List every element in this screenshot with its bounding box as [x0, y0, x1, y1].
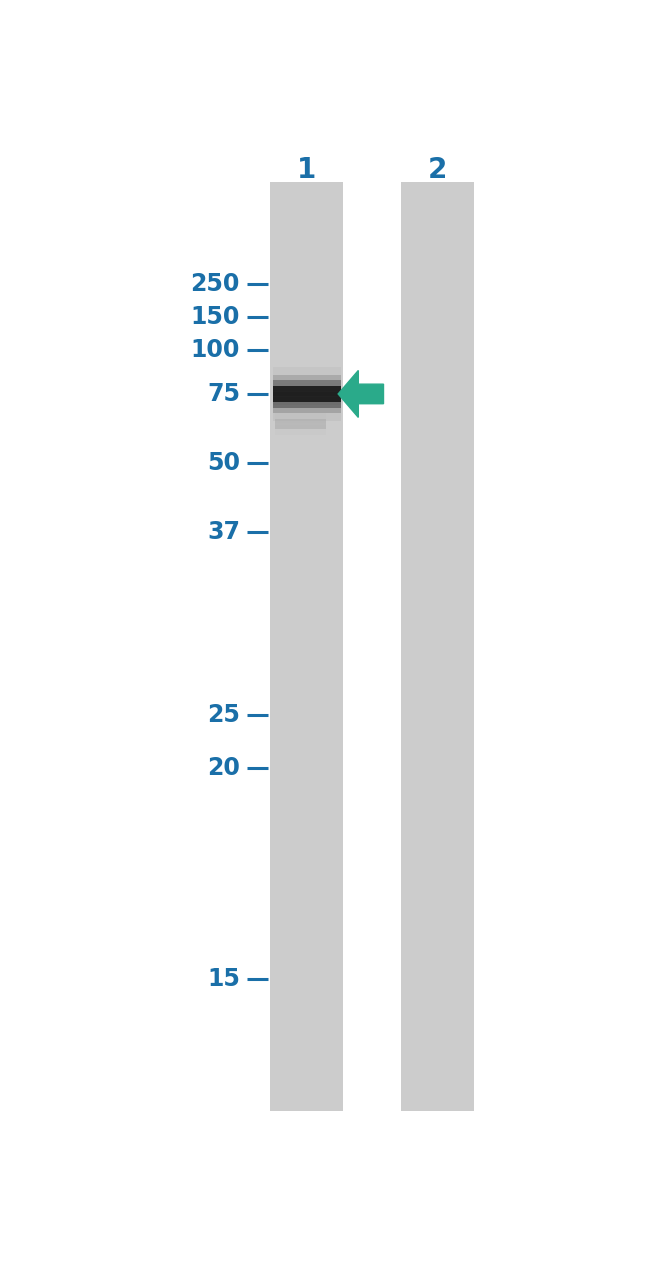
Bar: [273, 386, 341, 401]
Bar: [273, 367, 341, 384]
Text: 20: 20: [207, 757, 240, 781]
Bar: [273, 375, 341, 391]
Text: 37: 37: [207, 519, 240, 544]
Bar: [275, 419, 326, 429]
Bar: [273, 380, 341, 395]
Text: 2: 2: [428, 156, 448, 184]
Bar: [273, 405, 341, 420]
Bar: [275, 425, 326, 436]
FancyArrow shape: [338, 371, 384, 418]
Text: 250: 250: [190, 273, 240, 296]
Bar: [273, 392, 341, 408]
Text: 75: 75: [207, 382, 240, 406]
Bar: [401, 182, 474, 1111]
Text: 25: 25: [207, 702, 240, 726]
Bar: [270, 182, 343, 1111]
Text: 150: 150: [190, 305, 240, 329]
Bar: [273, 398, 341, 413]
Text: 50: 50: [207, 451, 240, 475]
Bar: [275, 414, 326, 423]
Text: 15: 15: [207, 966, 240, 991]
Text: 100: 100: [190, 338, 240, 362]
Text: 1: 1: [297, 156, 317, 184]
